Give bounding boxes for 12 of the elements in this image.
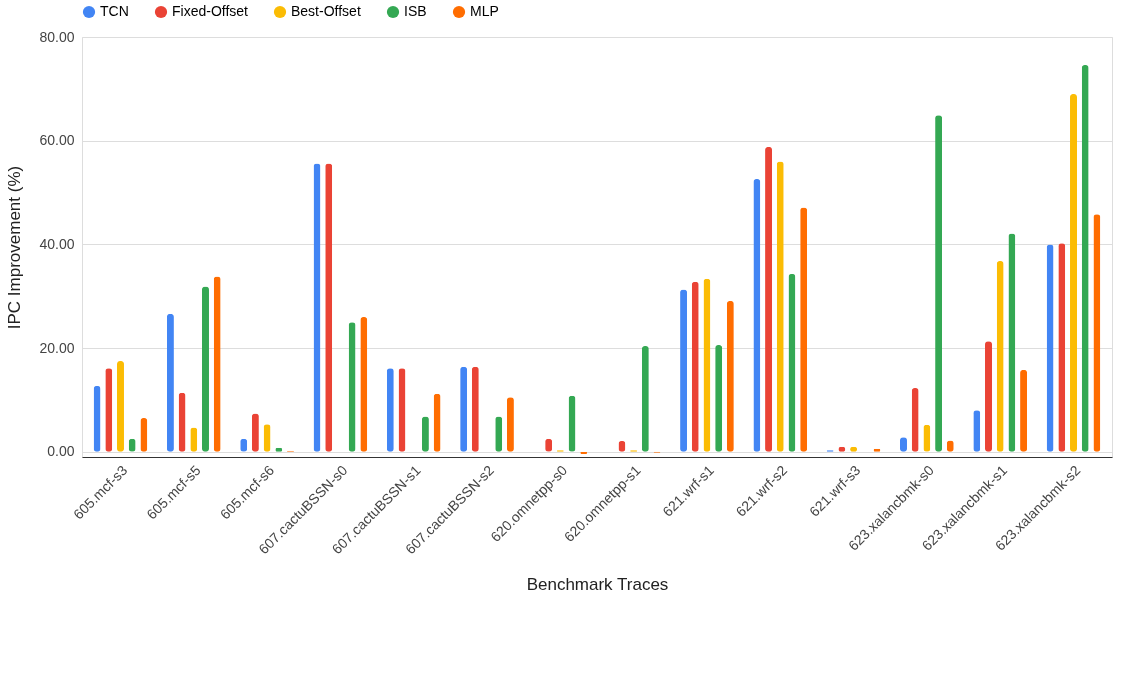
y-tick-label: 40.00 (39, 235, 75, 252)
legend-label: Fixed-Offset (172, 3, 249, 19)
x-axis-title: Benchmark Traces (526, 575, 669, 595)
legend-label: MLP (470, 3, 499, 19)
legend-label: ISB (404, 3, 427, 19)
y-tick-label: 20.00 (39, 339, 75, 356)
y-tick-label: 80.00 (39, 28, 75, 45)
legend-label: Best-Offset (291, 3, 361, 19)
y-tick-label: 60.00 (39, 132, 75, 149)
y-tick-label: 0.00 (47, 443, 75, 460)
y-axis-title: IPC Improvement (%) (5, 165, 25, 330)
legend-label: TCN (100, 3, 129, 19)
